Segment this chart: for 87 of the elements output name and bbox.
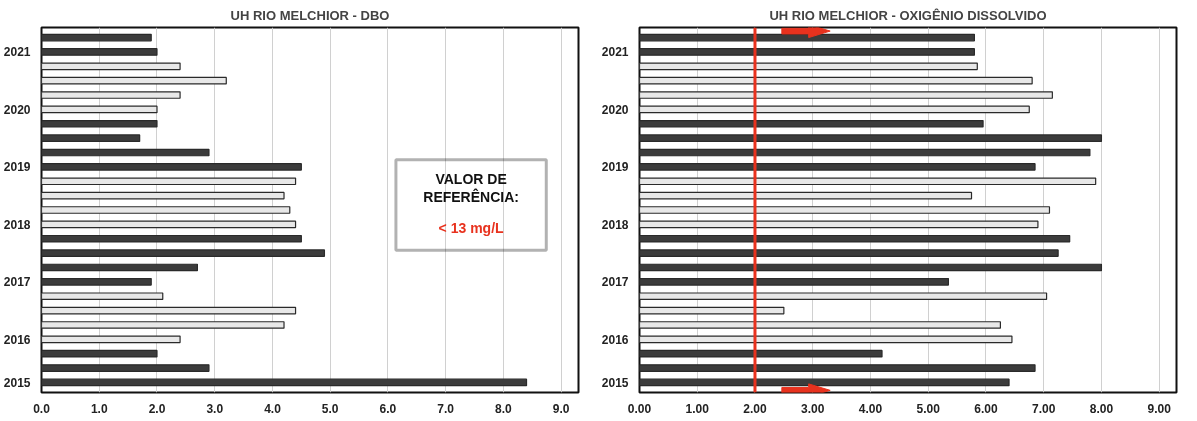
bar: [41, 33, 152, 42]
bar: [639, 278, 950, 286]
bar: [639, 249, 1059, 257]
x-tick-label: 8.0: [495, 401, 513, 416]
x-tick-label: 5.0: [321, 401, 339, 416]
bar: [639, 220, 1039, 229]
x-tick-label: 0.00: [627, 401, 652, 416]
y-tick-label: 2019: [601, 160, 629, 175]
bar: [41, 206, 291, 214]
bar: [41, 378, 528, 387]
bar: [639, 306, 785, 315]
bar: [639, 335, 1013, 344]
x-tick-label: 3.0: [206, 401, 224, 416]
x-tick-label: 0.0: [33, 401, 51, 416]
bar: [41, 148, 210, 157]
bar: [41, 278, 152, 286]
x-tick-label: 6.00: [974, 401, 998, 416]
y-tick-label: 2017: [3, 275, 31, 290]
x-tick-label: 1.00: [685, 401, 710, 416]
bar: [41, 91, 181, 99]
x-tick-label: 5.00: [916, 401, 941, 416]
bar: [41, 321, 285, 329]
x-tick-label: 8.00: [1089, 401, 1114, 416]
bar: [41, 364, 210, 372]
bar: [639, 292, 1048, 301]
bar: [41, 119, 158, 128]
bar: [639, 119, 984, 128]
bar: [639, 48, 975, 56]
bar: [639, 321, 1001, 329]
bar: [639, 263, 1103, 272]
bar: [41, 306, 297, 315]
bar: [41, 105, 158, 114]
y-tick-label: 2016: [3, 332, 31, 347]
x-tick-label: 4.00: [858, 401, 883, 416]
bar: [639, 148, 1091, 157]
y-tick-label: 2020: [601, 102, 629, 117]
bar: [639, 191, 973, 200]
bar: [639, 134, 1103, 142]
bar: [41, 220, 297, 229]
bar: [639, 364, 1036, 372]
x-tick-label: 6.0: [379, 401, 397, 416]
bar: [639, 177, 1097, 186]
bar: [41, 62, 181, 71]
x-tick-label: 7.00: [1032, 401, 1056, 416]
bar: [639, 378, 1010, 387]
bar: [639, 91, 1053, 99]
y-tick-label: 2018: [3, 217, 31, 232]
bar: [41, 249, 326, 257]
x-tick-label: 9.0: [552, 401, 570, 416]
bar: [41, 163, 302, 171]
bar: [639, 234, 1071, 243]
chart-title: UH RIO MELCHIOR - DBO: [230, 7, 390, 23]
bar: [639, 62, 978, 71]
bar: [41, 191, 285, 200]
bar: [639, 163, 1036, 171]
x-tick-label: 2.00: [743, 401, 767, 416]
y-tick-label: 2018: [601, 217, 629, 232]
y-tick-label: 2021: [3, 45, 31, 60]
y-tick-label: 2019: [3, 160, 31, 175]
chart-title: UH RIO MELCHIOR - OXIGÊNIO DISSOLVIDO: [769, 7, 1047, 23]
bar: [41, 76, 227, 85]
bar: [41, 335, 181, 344]
bar: [41, 349, 158, 358]
y-tick-label: 2015: [601, 375, 629, 390]
x-tick-label: 1.0: [90, 401, 108, 416]
bar: [41, 48, 158, 56]
bar: [41, 263, 198, 272]
bar: [41, 292, 164, 301]
bar: [41, 234, 302, 243]
x-tick-label: 3.00: [801, 401, 825, 416]
y-tick-label: 2021: [601, 45, 629, 60]
bar: [41, 177, 297, 186]
y-tick-label: 2017: [601, 275, 629, 290]
annotation: VALOR DE REFERÊNCIA:: [423, 171, 519, 205]
annotation: < 13 mg/L: [438, 220, 505, 237]
y-tick-label: 2020: [3, 102, 31, 117]
x-tick-label: 4.0: [264, 401, 282, 416]
bar: [639, 105, 1030, 114]
bar: [639, 349, 883, 358]
x-tick-label: 2.0: [148, 401, 166, 416]
y-tick-label: 2015: [3, 375, 31, 390]
x-tick-label: 7.0: [437, 401, 455, 416]
x-tick-label: 9.00: [1147, 401, 1172, 416]
bar: [639, 76, 1033, 85]
y-tick-label: 2016: [601, 332, 629, 347]
bar: [639, 206, 1051, 214]
bar: [41, 134, 141, 142]
